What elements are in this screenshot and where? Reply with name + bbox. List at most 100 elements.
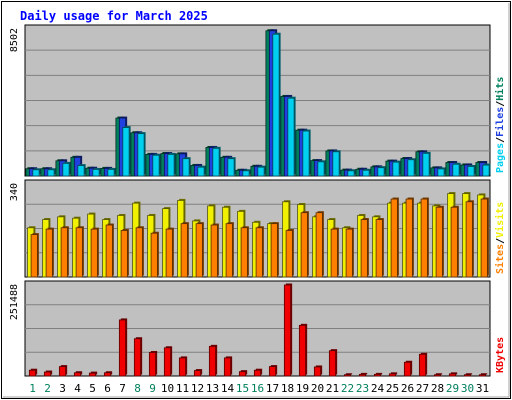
bar-face <box>298 324 307 377</box>
bar-face <box>107 169 115 177</box>
x-tick-label-11: 11 <box>176 382 189 395</box>
x-tick-label-20: 20 <box>311 382 324 395</box>
bar-kbytes-25 <box>388 372 398 377</box>
bar-face <box>212 147 220 177</box>
panel-visits-sites: 340 Sites/Visits <box>9 179 506 278</box>
bar-pages-24 <box>377 166 386 177</box>
x-tick-label-5: 5 <box>89 382 96 395</box>
bar-sites-5 <box>90 227 99 278</box>
bar-pages-18 <box>287 96 296 177</box>
bar-face <box>345 228 353 278</box>
bar-pages-9 <box>152 153 161 177</box>
bar-sites-16 <box>255 226 264 278</box>
y-max-label: 251488 <box>9 284 20 320</box>
x-tick-label-10: 10 <box>161 382 174 395</box>
bar-face <box>360 219 368 278</box>
bar-pages-25 <box>392 160 401 177</box>
bar-kbytes-23 <box>358 372 368 377</box>
x-tick-label-22: 22 <box>341 382 354 395</box>
chart-panels: 8502Pages/Files/Hits340Sites/Visits25148… <box>9 24 506 377</box>
x-tick-label-30: 30 <box>461 382 474 395</box>
bar-face <box>392 161 400 177</box>
bar-shadow <box>480 373 488 375</box>
bar-sites-29 <box>450 205 459 278</box>
bar-face <box>118 319 127 377</box>
bar-face <box>135 227 143 278</box>
bar-face <box>45 228 53 278</box>
bar-face <box>227 158 235 177</box>
bar-face <box>405 198 413 278</box>
bar-face <box>272 33 280 177</box>
x-tick-label-17: 17 <box>266 382 279 395</box>
bar-pages-17 <box>272 32 281 177</box>
bar-face <box>287 97 295 177</box>
bar-face <box>197 166 205 177</box>
bar-sites-31 <box>480 197 489 278</box>
legend: Sites/Visits <box>494 202 506 274</box>
bar-face <box>253 369 262 377</box>
x-tick-label-26: 26 <box>401 382 414 395</box>
bar-face <box>422 152 430 177</box>
bar-face <box>92 169 100 177</box>
bar-sites-4 <box>75 226 84 278</box>
panel-kbytes: 251488 KBytes <box>9 280 506 377</box>
bar-sites-24 <box>375 218 384 278</box>
bar-face <box>255 227 263 278</box>
chart-title: Daily usage for March 2025 <box>20 9 208 23</box>
bar-sites-2 <box>45 227 54 278</box>
bar-face <box>313 366 322 377</box>
legend-pages: Pages <box>495 143 506 173</box>
bar-pages-16 <box>257 165 266 177</box>
bar-pages-13 <box>212 146 221 177</box>
bar-face <box>43 371 52 377</box>
x-tick-label-9: 9 <box>149 382 156 395</box>
bar-kbytes-19 <box>298 323 308 377</box>
bar-face <box>150 232 158 278</box>
bar-shadow <box>360 372 368 375</box>
bar-face <box>332 151 340 177</box>
bar-sites-11 <box>180 222 189 278</box>
bar-face <box>283 284 292 377</box>
bar-face <box>388 373 397 377</box>
x-tick-label-12: 12 <box>191 382 204 395</box>
bar-face <box>163 347 172 377</box>
bar-shadow <box>435 373 443 375</box>
bar-kbytes-4 <box>73 371 83 377</box>
x-tick-label-21: 21 <box>326 382 339 395</box>
bar-pages-8 <box>137 132 146 177</box>
bar-face <box>373 373 382 377</box>
bar-kbytes-24 <box>373 372 383 377</box>
bar-pages-10 <box>167 152 176 177</box>
bar-sites-3 <box>60 226 69 278</box>
bar-kbytes-1 <box>28 368 38 377</box>
bar-face <box>467 166 475 177</box>
bar-pages-2 <box>47 168 56 177</box>
bar-kbytes-3 <box>58 365 68 377</box>
bar-face <box>182 158 190 177</box>
bar-face <box>285 230 293 278</box>
bar-face <box>452 163 460 177</box>
bar-kbytes-26 <box>403 360 413 377</box>
bar-face <box>60 227 68 278</box>
bar-face <box>193 370 202 377</box>
bar-face <box>375 219 383 278</box>
bar-pages-4 <box>77 164 86 177</box>
bar-face <box>315 212 323 278</box>
bar-sites-25 <box>390 197 399 278</box>
bar-kbytes-9 <box>148 350 158 377</box>
bar-kbytes-17 <box>268 365 278 377</box>
legend: Pages/Files/Hits <box>494 77 506 173</box>
bar-face <box>30 234 38 278</box>
bar-face <box>165 228 173 278</box>
bar-face <box>347 170 355 177</box>
bar-kbytes-28 <box>433 373 443 377</box>
legend-separator: / <box>495 238 506 244</box>
bar-kbytes-29 <box>448 372 458 377</box>
bar-kbytes-27 <box>418 352 428 377</box>
bar-sites-28 <box>435 205 444 278</box>
bar-pages-1 <box>32 168 41 177</box>
bar-sites-21 <box>330 227 339 278</box>
bar-pages-7 <box>122 126 131 177</box>
